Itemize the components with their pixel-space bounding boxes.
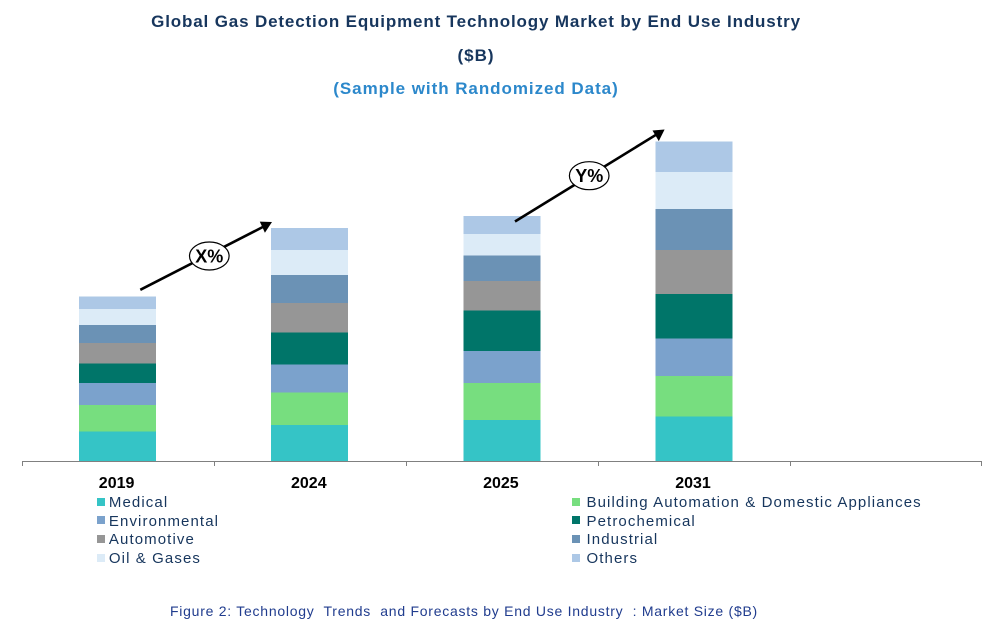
- svg-text:Y%: Y%: [575, 166, 603, 186]
- svg-text:X%: X%: [195, 246, 223, 266]
